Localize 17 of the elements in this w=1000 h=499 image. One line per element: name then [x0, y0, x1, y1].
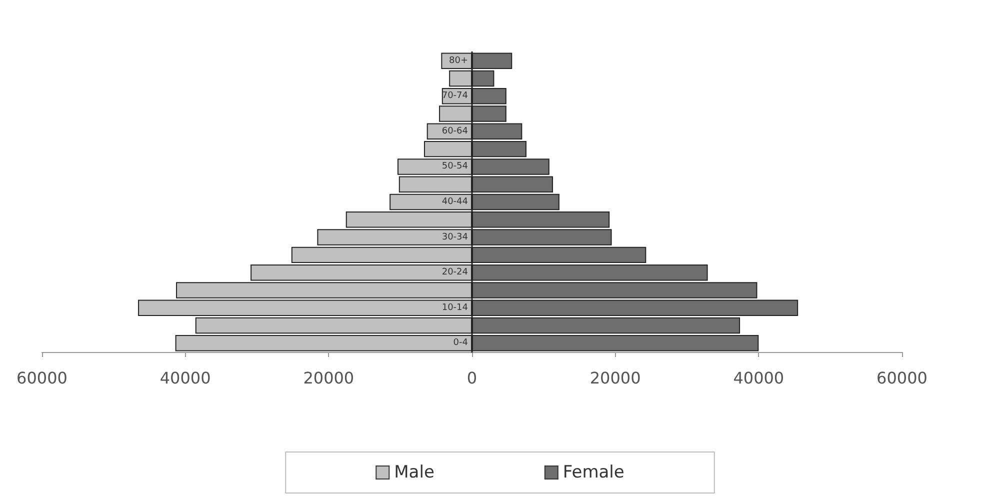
x-tick-label: 60000 — [876, 368, 928, 388]
legend-label: Male — [394, 462, 434, 482]
x-tick-label: 60000 — [16, 368, 68, 388]
y-tick-label: 10-14 — [442, 302, 468, 313]
legend-label: Female — [562, 462, 624, 482]
x-tick-label: 20000 — [590, 368, 641, 388]
y-tick-label: 40-44 — [442, 197, 468, 207]
y-tick-label: 50-54 — [442, 162, 468, 172]
y-tick-label: 60-64 — [442, 126, 468, 136]
y-tick-label: 80+ — [449, 56, 468, 66]
x-tick-label: 20000 — [303, 368, 354, 388]
x-tick-label: 0 — [466, 368, 478, 388]
y-tick-label: 30-34 — [442, 232, 468, 242]
y-tick-label: 20-24 — [442, 268, 468, 278]
x-tick-label: 40000 — [733, 368, 784, 388]
x-tick-label: 40000 — [160, 368, 211, 388]
y-tick-label: 0-4 — [453, 338, 468, 348]
